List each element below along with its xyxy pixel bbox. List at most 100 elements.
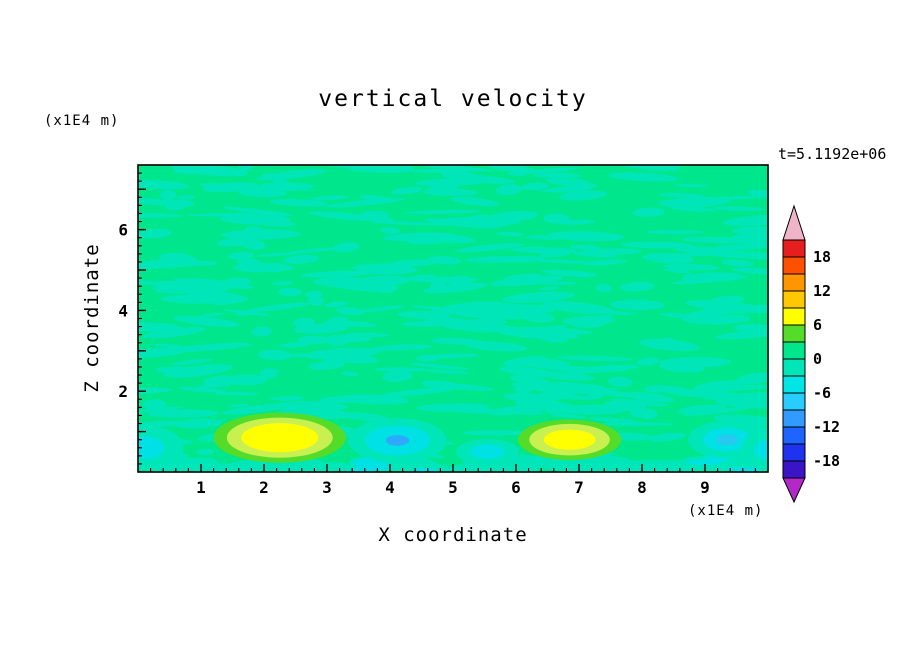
contour-texture-patch xyxy=(138,321,179,326)
contour-texture-patch xyxy=(659,192,705,198)
contour-texture-patch xyxy=(546,409,571,414)
contour-texture-patch xyxy=(147,409,220,418)
contour-texture-patch xyxy=(586,389,605,400)
contour-texture-patch xyxy=(359,195,394,202)
contour-texture-patch xyxy=(660,312,707,320)
contour-texture-patch xyxy=(593,390,645,398)
contour-texture-patch xyxy=(223,309,271,316)
contour-texture-patch xyxy=(694,315,752,325)
bottom-band-patch xyxy=(596,459,647,472)
contour-texture-patch xyxy=(279,341,313,348)
contour-texture-patch xyxy=(683,273,714,277)
contour-texture-patch xyxy=(142,399,168,410)
contour-texture-patch xyxy=(683,407,751,416)
contour-texture-patch xyxy=(543,213,570,224)
contour-texture-patch xyxy=(562,315,616,326)
contour-texture-patch xyxy=(674,183,707,188)
contour-texture-patch xyxy=(311,195,348,201)
contour-texture-patch xyxy=(333,242,360,253)
contour-texture-patch xyxy=(648,432,686,442)
contour-texture-patch xyxy=(138,213,183,218)
downdraft-left-edge xyxy=(138,436,165,459)
contour-texture-patch xyxy=(503,273,543,282)
contour-texture-patch xyxy=(539,286,560,291)
axes: 1 2 3 4 5 6 7 8 9 2 4 6 xyxy=(118,164,769,497)
contour-texture-patch xyxy=(138,179,190,190)
contour-texture-patch xyxy=(171,165,249,177)
contour-texture-patch xyxy=(421,382,495,391)
contour-texture-patch xyxy=(138,324,173,332)
contour-texture-patch xyxy=(550,413,587,419)
contour-texture-patch xyxy=(456,243,524,253)
contour-texture-patch xyxy=(222,206,293,217)
contour-texture-patch xyxy=(558,190,608,201)
contour-texture-patch xyxy=(532,259,590,264)
x-tick-label: 3 xyxy=(322,478,332,497)
contour-texture-patch xyxy=(636,357,660,366)
contour-texture-patch xyxy=(242,239,266,250)
contour-texture-patch xyxy=(423,312,444,321)
contour-texture-patch xyxy=(294,401,325,411)
contour-texture-patch xyxy=(520,182,550,191)
contour-texture-patch xyxy=(582,259,628,266)
contour-texture-patch xyxy=(229,403,250,408)
bottom-cyan-speck xyxy=(359,464,392,471)
contour-texture-patch xyxy=(669,198,732,210)
colorbar-segment xyxy=(782,375,806,394)
contour-texture-patch xyxy=(237,165,254,171)
x-tick-label: 4 xyxy=(385,478,395,497)
contour-texture-patch xyxy=(293,323,349,334)
time-annotation: t=5.1192e+06 xyxy=(778,145,887,163)
bottom-cyan-speck xyxy=(687,460,720,465)
colorbar-over-arrow xyxy=(782,204,806,241)
contour-texture-patch xyxy=(546,365,604,373)
contour-texture-patch xyxy=(549,394,595,401)
contour-texture-patch xyxy=(138,420,197,428)
contour-texture-patch xyxy=(688,310,722,318)
contour-texture-patch xyxy=(409,363,470,370)
contour-texture-patch xyxy=(734,325,768,332)
contour-texture-patch xyxy=(333,277,389,288)
bottom-band-patch xyxy=(454,465,491,472)
contour-texture-patch xyxy=(731,226,768,236)
contour-texture-patch xyxy=(228,252,255,260)
contour-texture-patch xyxy=(283,254,320,264)
contour-texture-patch xyxy=(388,259,440,267)
contour-texture-patch xyxy=(502,291,575,304)
contour-texture-patch xyxy=(379,387,456,398)
contour-texture-patch xyxy=(595,283,612,293)
contour-texture-patch xyxy=(610,299,665,311)
contour-texture-patch xyxy=(620,281,655,292)
contour-texture-patch xyxy=(138,262,199,270)
colorbar-segment xyxy=(782,273,806,292)
colorbar-segment xyxy=(782,358,806,377)
contour-texture-patch xyxy=(688,360,722,366)
contour-texture-patch xyxy=(335,306,364,316)
contour-texture-patch xyxy=(269,198,328,207)
updraft-maximum-left xyxy=(241,423,319,453)
contour-texture-patch xyxy=(429,405,485,414)
contour-texture-patch xyxy=(244,302,311,313)
colorbar-label: -12 xyxy=(813,418,840,436)
x-axis-title: X coordinate xyxy=(378,524,528,546)
contour-texture-patch xyxy=(195,448,215,456)
colorbar-segment xyxy=(782,443,806,462)
x-tick-label: 2 xyxy=(259,478,269,497)
contour-texture-patch xyxy=(356,266,384,272)
contour-texture-patch xyxy=(462,430,531,436)
contour-texture-patch xyxy=(138,228,172,239)
contour-texture-patch xyxy=(548,231,625,242)
contour-texture-patch xyxy=(487,210,539,223)
contour-texture-patch xyxy=(248,188,315,192)
contour-texture-patch xyxy=(424,369,470,375)
x-tick-label: 1 xyxy=(196,478,206,497)
contour-field xyxy=(138,165,768,472)
contour-texture-patch xyxy=(408,232,476,244)
updraft-maximum-right xyxy=(543,429,596,450)
contour-texture-patch xyxy=(421,353,479,359)
contour-texture-patch xyxy=(380,227,400,235)
colorbar-label: 12 xyxy=(813,282,831,300)
contour-texture-patch xyxy=(138,406,184,415)
contour-texture-patch xyxy=(534,172,581,179)
contour-texture-patch xyxy=(732,267,768,275)
